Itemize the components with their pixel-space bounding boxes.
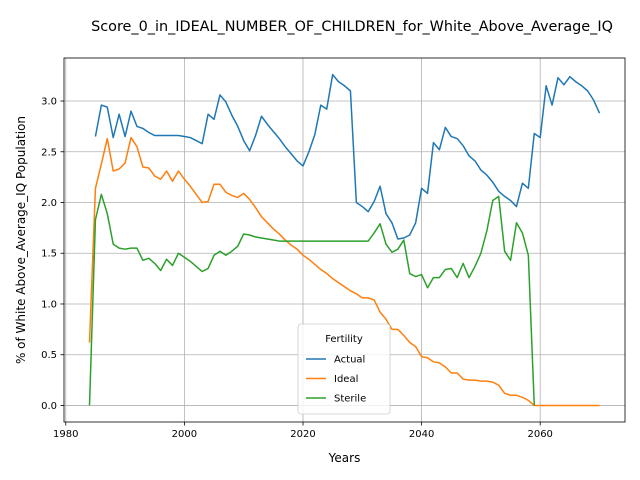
x-tick-label: 1980 — [53, 429, 78, 440]
legend-frame — [297, 323, 391, 415]
y-tick-label: 1.0 — [41, 299, 57, 310]
legend-label-actual: Actual — [334, 355, 365, 366]
legend-label-ideal: Ideal — [334, 374, 358, 385]
chart-title: Score_0_in_IDEAL_NUMBER_OF_CHILDREN_for_… — [91, 19, 613, 35]
plot-area-frame — [63, 57, 626, 423]
legend-title: Fertility — [325, 334, 363, 345]
y-tick-label: 2.5 — [41, 147, 57, 158]
y-axis: 0.0 0.5 1.0 1.5 2.0 2.5 3.0 — [41, 97, 64, 412]
x-tick-label: 2060 — [527, 429, 552, 440]
y-tick-label: 1.5 — [41, 249, 57, 260]
y-tick-label: 0.5 — [41, 350, 57, 361]
legend-label-sterile: Sterile — [334, 394, 366, 405]
x-tick-label: 2000 — [172, 429, 197, 440]
series-line-actual — [94, 73, 601, 240]
y-tick-label: 2.0 — [41, 198, 57, 209]
y-tick-label: 3.0 — [41, 97, 57, 108]
series-line-sterile — [88, 193, 536, 406]
legend: Fertility Actual Ideal Sterile — [297, 323, 391, 415]
series-layer — [88, 73, 601, 407]
y-axis-label: % of White Above_Average_IQ Population — [14, 116, 28, 364]
x-axis-label: Years — [328, 451, 361, 465]
x-tick-label: 2020 — [290, 429, 315, 440]
series-line-ideal — [88, 136, 600, 407]
y-tick-label: 0.0 — [41, 401, 57, 412]
x-axis: 1980 2000 2020 2040 2060 — [53, 422, 553, 440]
x-tick-label: 2040 — [409, 429, 434, 440]
grid-lines — [64, 58, 625, 422]
